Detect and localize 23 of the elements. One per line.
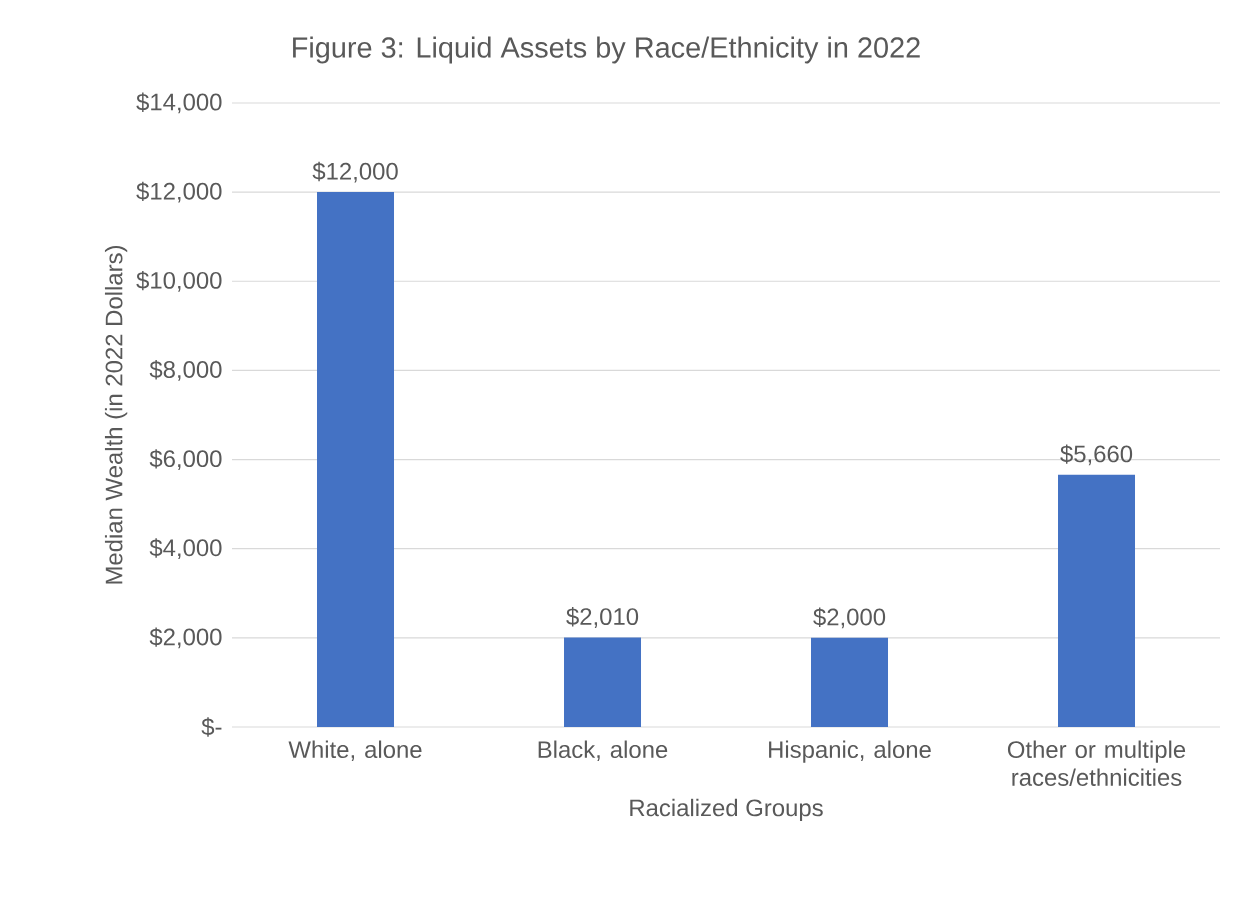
chart-title: Figure 3: Liquid Assets by Race/Ethnicity in 2022	[293, 36, 920, 64]
y-tick-label: $2,000	[149, 627, 222, 649]
y-tick-label: $14,000	[136, 92, 222, 114]
y-tick-label: $10,000	[136, 270, 222, 292]
bar	[811, 637, 889, 727]
x-tick-label: White, alone	[288, 740, 422, 761]
data-label: $12,000	[312, 161, 398, 183]
data-label: $2,000	[813, 607, 886, 629]
y-tick-label: $-	[201, 717, 222, 737]
y-tick-label: $4,000	[149, 538, 222, 560]
bar	[1058, 474, 1136, 727]
y-axis-title: Median Wealth (in 2022 Dollars)	[104, 245, 128, 584]
y-tick-label: $8,000	[149, 360, 222, 381]
y-tick-label: $6,000	[149, 449, 222, 470]
bar	[564, 637, 642, 727]
x-tick-label: Other or multiple races/ethnicities	[1007, 740, 1186, 786]
x-tick-label: Black, alone	[538, 740, 668, 761]
x-axis-title: Racialized Groups	[630, 798, 823, 822]
y-tick-label: $12,000	[136, 181, 222, 203]
x-tick-label: Hispanic, alone	[769, 740, 931, 763]
data-label: $5,660	[1060, 444, 1133, 466]
data-label: $2,010	[566, 607, 639, 628]
bar	[317, 192, 395, 727]
